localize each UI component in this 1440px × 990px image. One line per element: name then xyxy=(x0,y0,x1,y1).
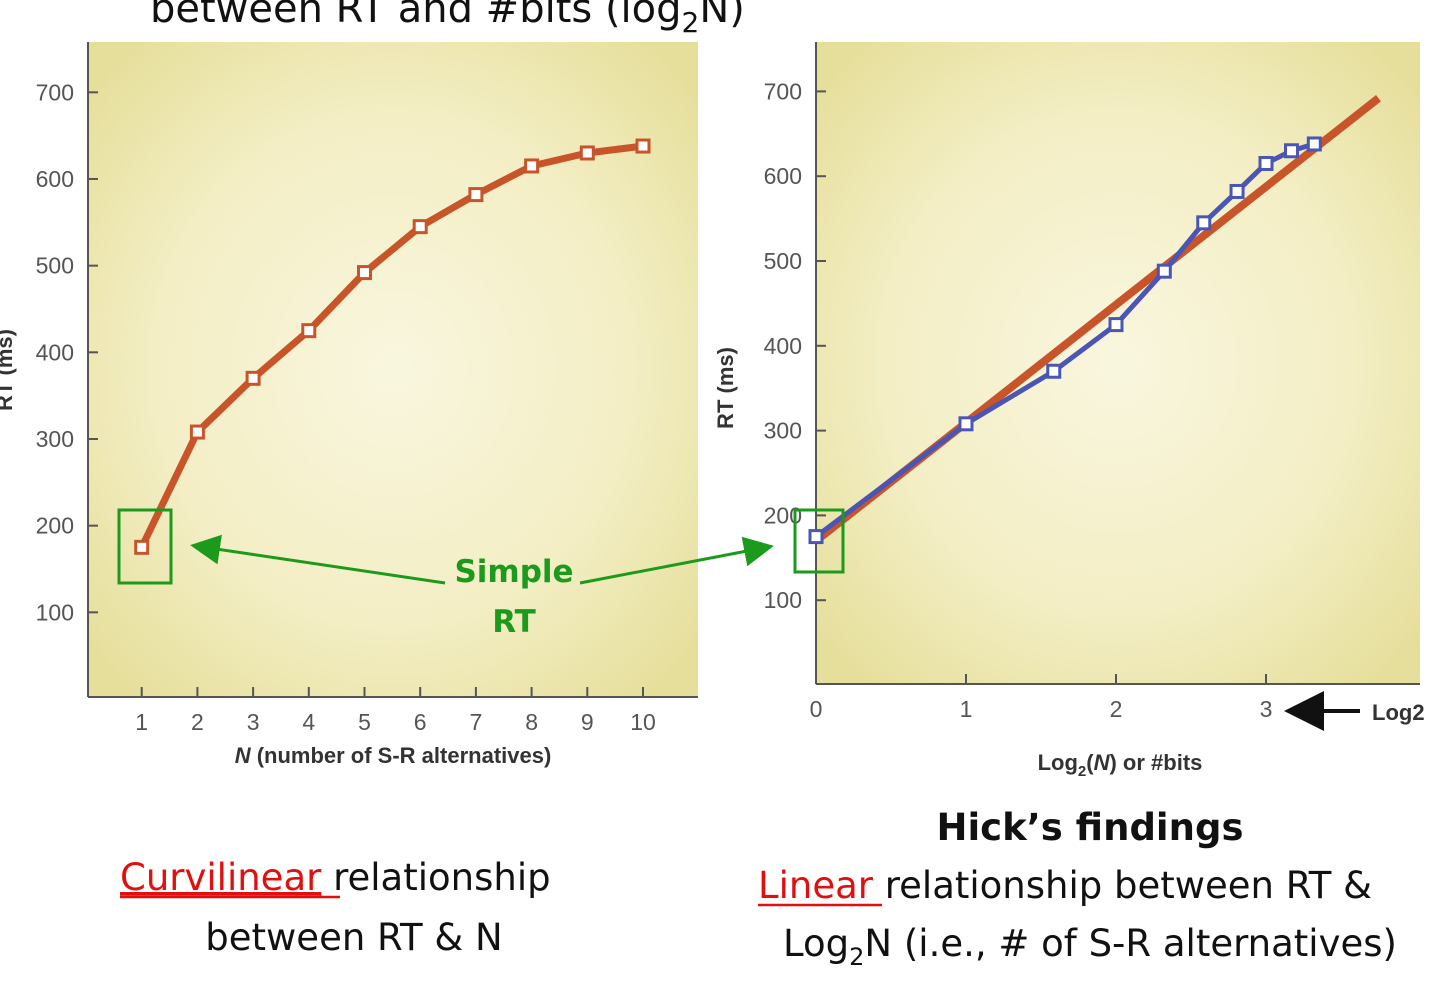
figure-title: between RT and #bits (log2N) xyxy=(150,0,745,39)
y-tick-label: 600 xyxy=(36,166,74,192)
x-tick-label: 0 xyxy=(810,696,823,722)
data-point xyxy=(245,370,261,386)
simple-rt-label-line2: RT xyxy=(492,604,536,640)
data-point xyxy=(412,219,428,235)
x-tick-label: 8 xyxy=(525,709,538,735)
left-chart: 100 200 300 400 500 600 700 1 2 3 4 5 6 7 8 9 10 RT (ms)… xyxy=(0,42,698,768)
y-tick-label: 100 xyxy=(764,587,802,613)
data-point xyxy=(189,424,205,440)
y-tick-label: 400 xyxy=(36,339,74,365)
data-point xyxy=(635,138,651,154)
right-heading: Hick’s findings xyxy=(937,806,1244,849)
data-point xyxy=(1258,155,1274,171)
left-series-line xyxy=(138,142,644,549)
data-point xyxy=(958,416,974,432)
x-tick-label: 1 xyxy=(960,696,973,722)
x-tick-label: 1 xyxy=(135,709,148,735)
x-tick-label: 4 xyxy=(302,709,315,735)
y-tick-label: 500 xyxy=(764,248,802,274)
left-x-label: N (number of S-R alternatives) xyxy=(235,743,552,768)
data-point xyxy=(1108,317,1124,333)
data-point xyxy=(1229,183,1245,199)
right-simple-rt-box xyxy=(793,508,845,574)
left-simple-rt-box xyxy=(117,508,173,585)
data-point xyxy=(1046,363,1062,379)
data-point xyxy=(1196,215,1212,231)
x-tick-label: 2 xyxy=(1110,696,1123,722)
x-tick-label: 9 xyxy=(581,709,594,735)
right-series-line xyxy=(814,141,1316,539)
data-point xyxy=(301,323,317,339)
y-tick-label: 100 xyxy=(36,599,74,625)
left-caption-line2: between RT & N xyxy=(205,916,502,959)
data-point xyxy=(524,158,540,174)
data-point xyxy=(579,145,595,161)
data-point xyxy=(1284,143,1299,159)
data-point xyxy=(808,529,824,545)
y-tick-label: 200 xyxy=(36,513,74,539)
x-tick-label: 5 xyxy=(358,709,371,735)
y-tick-label: 700 xyxy=(764,78,802,104)
data-point xyxy=(468,187,484,203)
data-point xyxy=(357,265,372,281)
y-tick-label: 600 xyxy=(764,163,802,189)
right-caption-line1: Linear relationship between RT & xyxy=(758,864,1372,907)
right-x-label: Log2(N) or #bits xyxy=(1038,750,1203,780)
data-point xyxy=(1156,263,1172,279)
y-tick-label: 500 xyxy=(36,253,74,279)
x-tick-label: 7 xyxy=(470,709,483,735)
left-y-label: RT (ms) xyxy=(0,329,17,411)
right-caption-line2: Log2N (i.e., # of S-R alternatives) xyxy=(783,922,1397,971)
data-point xyxy=(134,539,150,555)
left-plot-area xyxy=(88,42,698,697)
y-tick-label: 400 xyxy=(764,333,802,359)
arrow-to-right xyxy=(579,536,774,585)
left-caption-line1: Curvilinear relationship xyxy=(120,856,551,899)
x-tick-label: 10 xyxy=(630,709,656,735)
x-tick-label: 2 xyxy=(191,709,204,735)
arrow-to-left xyxy=(190,534,446,585)
simple-rt-label-line1: Simple xyxy=(454,554,573,590)
log2-note: Log2 xyxy=(1372,700,1425,725)
y-tick-label: 700 xyxy=(36,79,74,105)
x-tick-label: 3 xyxy=(1260,696,1273,722)
data-point xyxy=(1306,136,1322,152)
right-y-label: RT (ms) xyxy=(713,347,738,429)
y-tick-label: 300 xyxy=(36,426,74,452)
x-tick-label: 6 xyxy=(414,709,427,735)
y-tick-label: 300 xyxy=(764,418,802,444)
x-tick-label: 3 xyxy=(247,709,260,735)
